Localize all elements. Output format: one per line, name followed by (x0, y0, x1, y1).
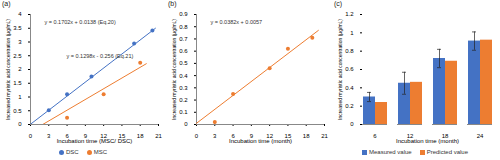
svg-text:0.8: 0.8 (179, 24, 188, 30)
svg-text:0: 0 (195, 133, 199, 139)
svg-text:0: 0 (29, 133, 33, 139)
svg-text:3: 3 (47, 133, 51, 139)
svg-text:0.8: 0.8 (345, 48, 354, 54)
svg-text:Increased myristic acid concen: Increased myristic acid concentration (μ… (5, 19, 11, 120)
svg-text:15: 15 (118, 132, 126, 139)
svg-text:21: 21 (155, 133, 162, 139)
svg-text:Incubation time (MSC/ DSC): Incubation time (MSC/ DSC) (57, 138, 133, 144)
svg-text:15: 15 (284, 132, 292, 139)
svg-text:0: 0 (184, 121, 188, 127)
svg-text:y = 0.0382x + 0.0057: y = 0.0382x + 0.0057 (211, 19, 263, 25)
svg-text:y = 0.1702x + 0.0138 (Eq.20): y = 0.1702x + 0.0138 (Eq.20) (45, 19, 116, 25)
svg-text:12: 12 (100, 132, 107, 139)
svg-text:0.5: 0.5 (13, 108, 22, 114)
svg-text:y = 0.1298x - 0.256 (Eq.21): y = 0.1298x - 0.256 (Eq.21) (67, 53, 134, 59)
svg-text:1: 1 (350, 30, 354, 36)
html-text:(b): (b) (168, 0, 177, 7)
svg-text:2.5: 2.5 (13, 53, 22, 59)
svg-text:0.5: 0.5 (179, 60, 188, 66)
svg-text:Incubation time (month): Incubation time (month) (229, 138, 292, 144)
svg-text:24: 24 (477, 133, 484, 139)
svg-text:Increased myristic acid concen: Increased myristic acid concentration (μ… (337, 19, 343, 120)
svg-text:0.4: 0.4 (345, 85, 354, 91)
svg-text:9: 9 (83, 132, 87, 139)
svg-text:21: 21 (321, 133, 328, 139)
svg-text:1.2: 1.2 (345, 11, 354, 17)
svg-text:9: 9 (249, 132, 253, 139)
svg-text:0.7: 0.7 (179, 36, 188, 42)
svg-text:3.5: 3.5 (13, 25, 22, 31)
svg-text:1.5: 1.5 (13, 80, 22, 86)
html-text:DSC: DSC (66, 149, 79, 155)
svg-text:0.2: 0.2 (179, 97, 188, 103)
html-text:Predicted value: Predicted value (426, 149, 468, 155)
svg-text:18: 18 (441, 132, 449, 139)
svg-text:Incubation time (month): Incubation time (month) (396, 138, 459, 144)
svg-text:18: 18 (137, 133, 144, 139)
html-text:MSC: MSC (93, 149, 107, 155)
svg-text:12: 12 (406, 132, 414, 139)
svg-text:0.1: 0.1 (179, 109, 188, 115)
svg-text:Increased myristic acid concen: Increased myristic acid concentration (μ… (171, 19, 177, 120)
svg-text:0: 0 (18, 121, 22, 127)
html-text:(a): (a) (2, 0, 11, 7)
svg-text:0.6: 0.6 (345, 66, 354, 72)
html-text:Measured value: Measured value (369, 149, 412, 155)
svg-text:18: 18 (303, 133, 310, 139)
svg-text:3: 3 (213, 133, 217, 139)
html-text:(c): (c) (334, 0, 343, 7)
svg-text:0: 0 (350, 121, 354, 127)
svg-text:0.9: 0.9 (179, 11, 188, 17)
svg-text:1: 1 (18, 94, 22, 100)
svg-text:6: 6 (231, 132, 235, 139)
svg-text:12: 12 (266, 132, 273, 139)
svg-text:4: 4 (18, 11, 22, 17)
svg-text:0.6: 0.6 (179, 48, 188, 54)
svg-text:6: 6 (65, 132, 69, 139)
svg-text:6: 6 (373, 133, 377, 139)
svg-text:3: 3 (18, 39, 22, 45)
svg-text:0.2: 0.2 (345, 103, 354, 109)
svg-text:0.3: 0.3 (179, 85, 188, 91)
svg-text:2: 2 (18, 66, 22, 72)
svg-text:0.4: 0.4 (179, 73, 188, 79)
